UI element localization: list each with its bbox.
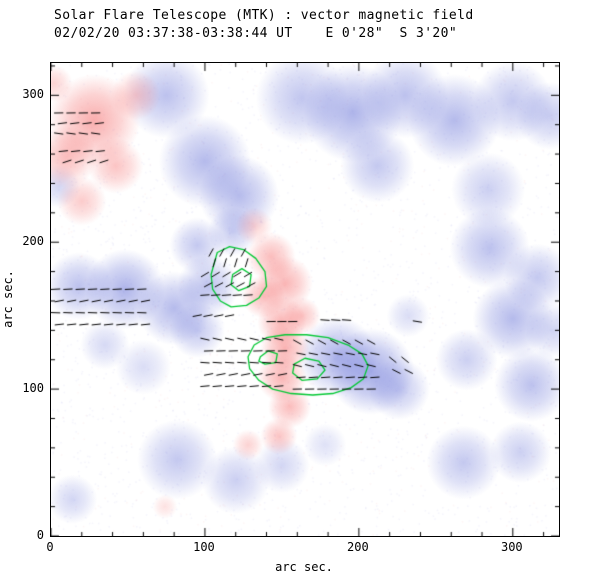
y-tick-label: 300 <box>22 87 44 102</box>
figure-title: Solar Flare Telescope (MTK) : vector mag… <box>54 8 474 23</box>
plot-area <box>50 62 560 537</box>
y-tick-label: 100 <box>22 381 44 396</box>
y-tick-label: 0 <box>36 528 44 542</box>
figure-subtitle: 02/02/20 03:37:38-03:38:44 UT E 0'28" S … <box>54 26 458 41</box>
x-tick-label: 0 <box>46 540 54 554</box>
x-tick-label: 300 <box>500 540 523 554</box>
x-tick-label: 200 <box>347 540 369 554</box>
x-axis-label: arc sec. <box>275 560 333 574</box>
y-axis-label: arc sec. <box>1 270 15 328</box>
x-tick-label: 100 <box>193 540 215 554</box>
magnetogram-canvas <box>51 63 559 536</box>
y-tick-label: 200 <box>22 234 44 249</box>
